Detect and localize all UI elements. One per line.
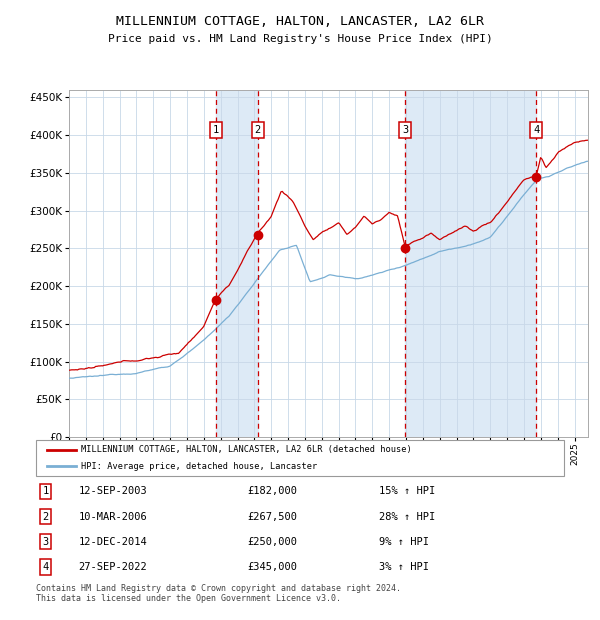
Text: 9% ↑ HPI: 9% ↑ HPI xyxy=(379,537,429,547)
Text: 1: 1 xyxy=(212,125,219,135)
Text: 10-MAR-2006: 10-MAR-2006 xyxy=(78,512,147,521)
Text: 4: 4 xyxy=(533,125,539,135)
Text: 3% ↑ HPI: 3% ↑ HPI xyxy=(379,562,429,572)
Text: 12-DEC-2014: 12-DEC-2014 xyxy=(78,537,147,547)
Text: 3: 3 xyxy=(402,125,408,135)
FancyBboxPatch shape xyxy=(36,440,564,476)
Text: 2: 2 xyxy=(43,512,49,521)
Text: Price paid vs. HM Land Registry's House Price Index (HPI): Price paid vs. HM Land Registry's House … xyxy=(107,34,493,44)
Text: 3: 3 xyxy=(43,537,49,547)
Text: MILLENNIUM COTTAGE, HALTON, LANCASTER, LA2 6LR (detached house): MILLENNIUM COTTAGE, HALTON, LANCASTER, L… xyxy=(81,445,412,454)
Bar xyxy=(216,90,257,437)
Text: 4: 4 xyxy=(43,562,49,572)
Text: 1: 1 xyxy=(43,486,49,496)
Text: £345,000: £345,000 xyxy=(247,562,297,572)
Text: HPI: Average price, detached house, Lancaster: HPI: Average price, detached house, Lanc… xyxy=(81,462,317,471)
Text: 28% ↑ HPI: 28% ↑ HPI xyxy=(379,512,436,521)
Text: MILLENNIUM COTTAGE, HALTON, LANCASTER, LA2 6LR: MILLENNIUM COTTAGE, HALTON, LANCASTER, L… xyxy=(116,15,484,28)
Text: 2: 2 xyxy=(254,125,260,135)
Text: £250,000: £250,000 xyxy=(247,537,297,547)
Text: 12-SEP-2003: 12-SEP-2003 xyxy=(78,486,147,496)
Text: Contains HM Land Registry data © Crown copyright and database right 2024.
This d: Contains HM Land Registry data © Crown c… xyxy=(36,584,401,603)
Text: 15% ↑ HPI: 15% ↑ HPI xyxy=(379,486,436,496)
Text: £267,500: £267,500 xyxy=(247,512,297,521)
Text: £182,000: £182,000 xyxy=(247,486,297,496)
Text: 27-SEP-2022: 27-SEP-2022 xyxy=(78,562,147,572)
Bar xyxy=(405,90,536,437)
